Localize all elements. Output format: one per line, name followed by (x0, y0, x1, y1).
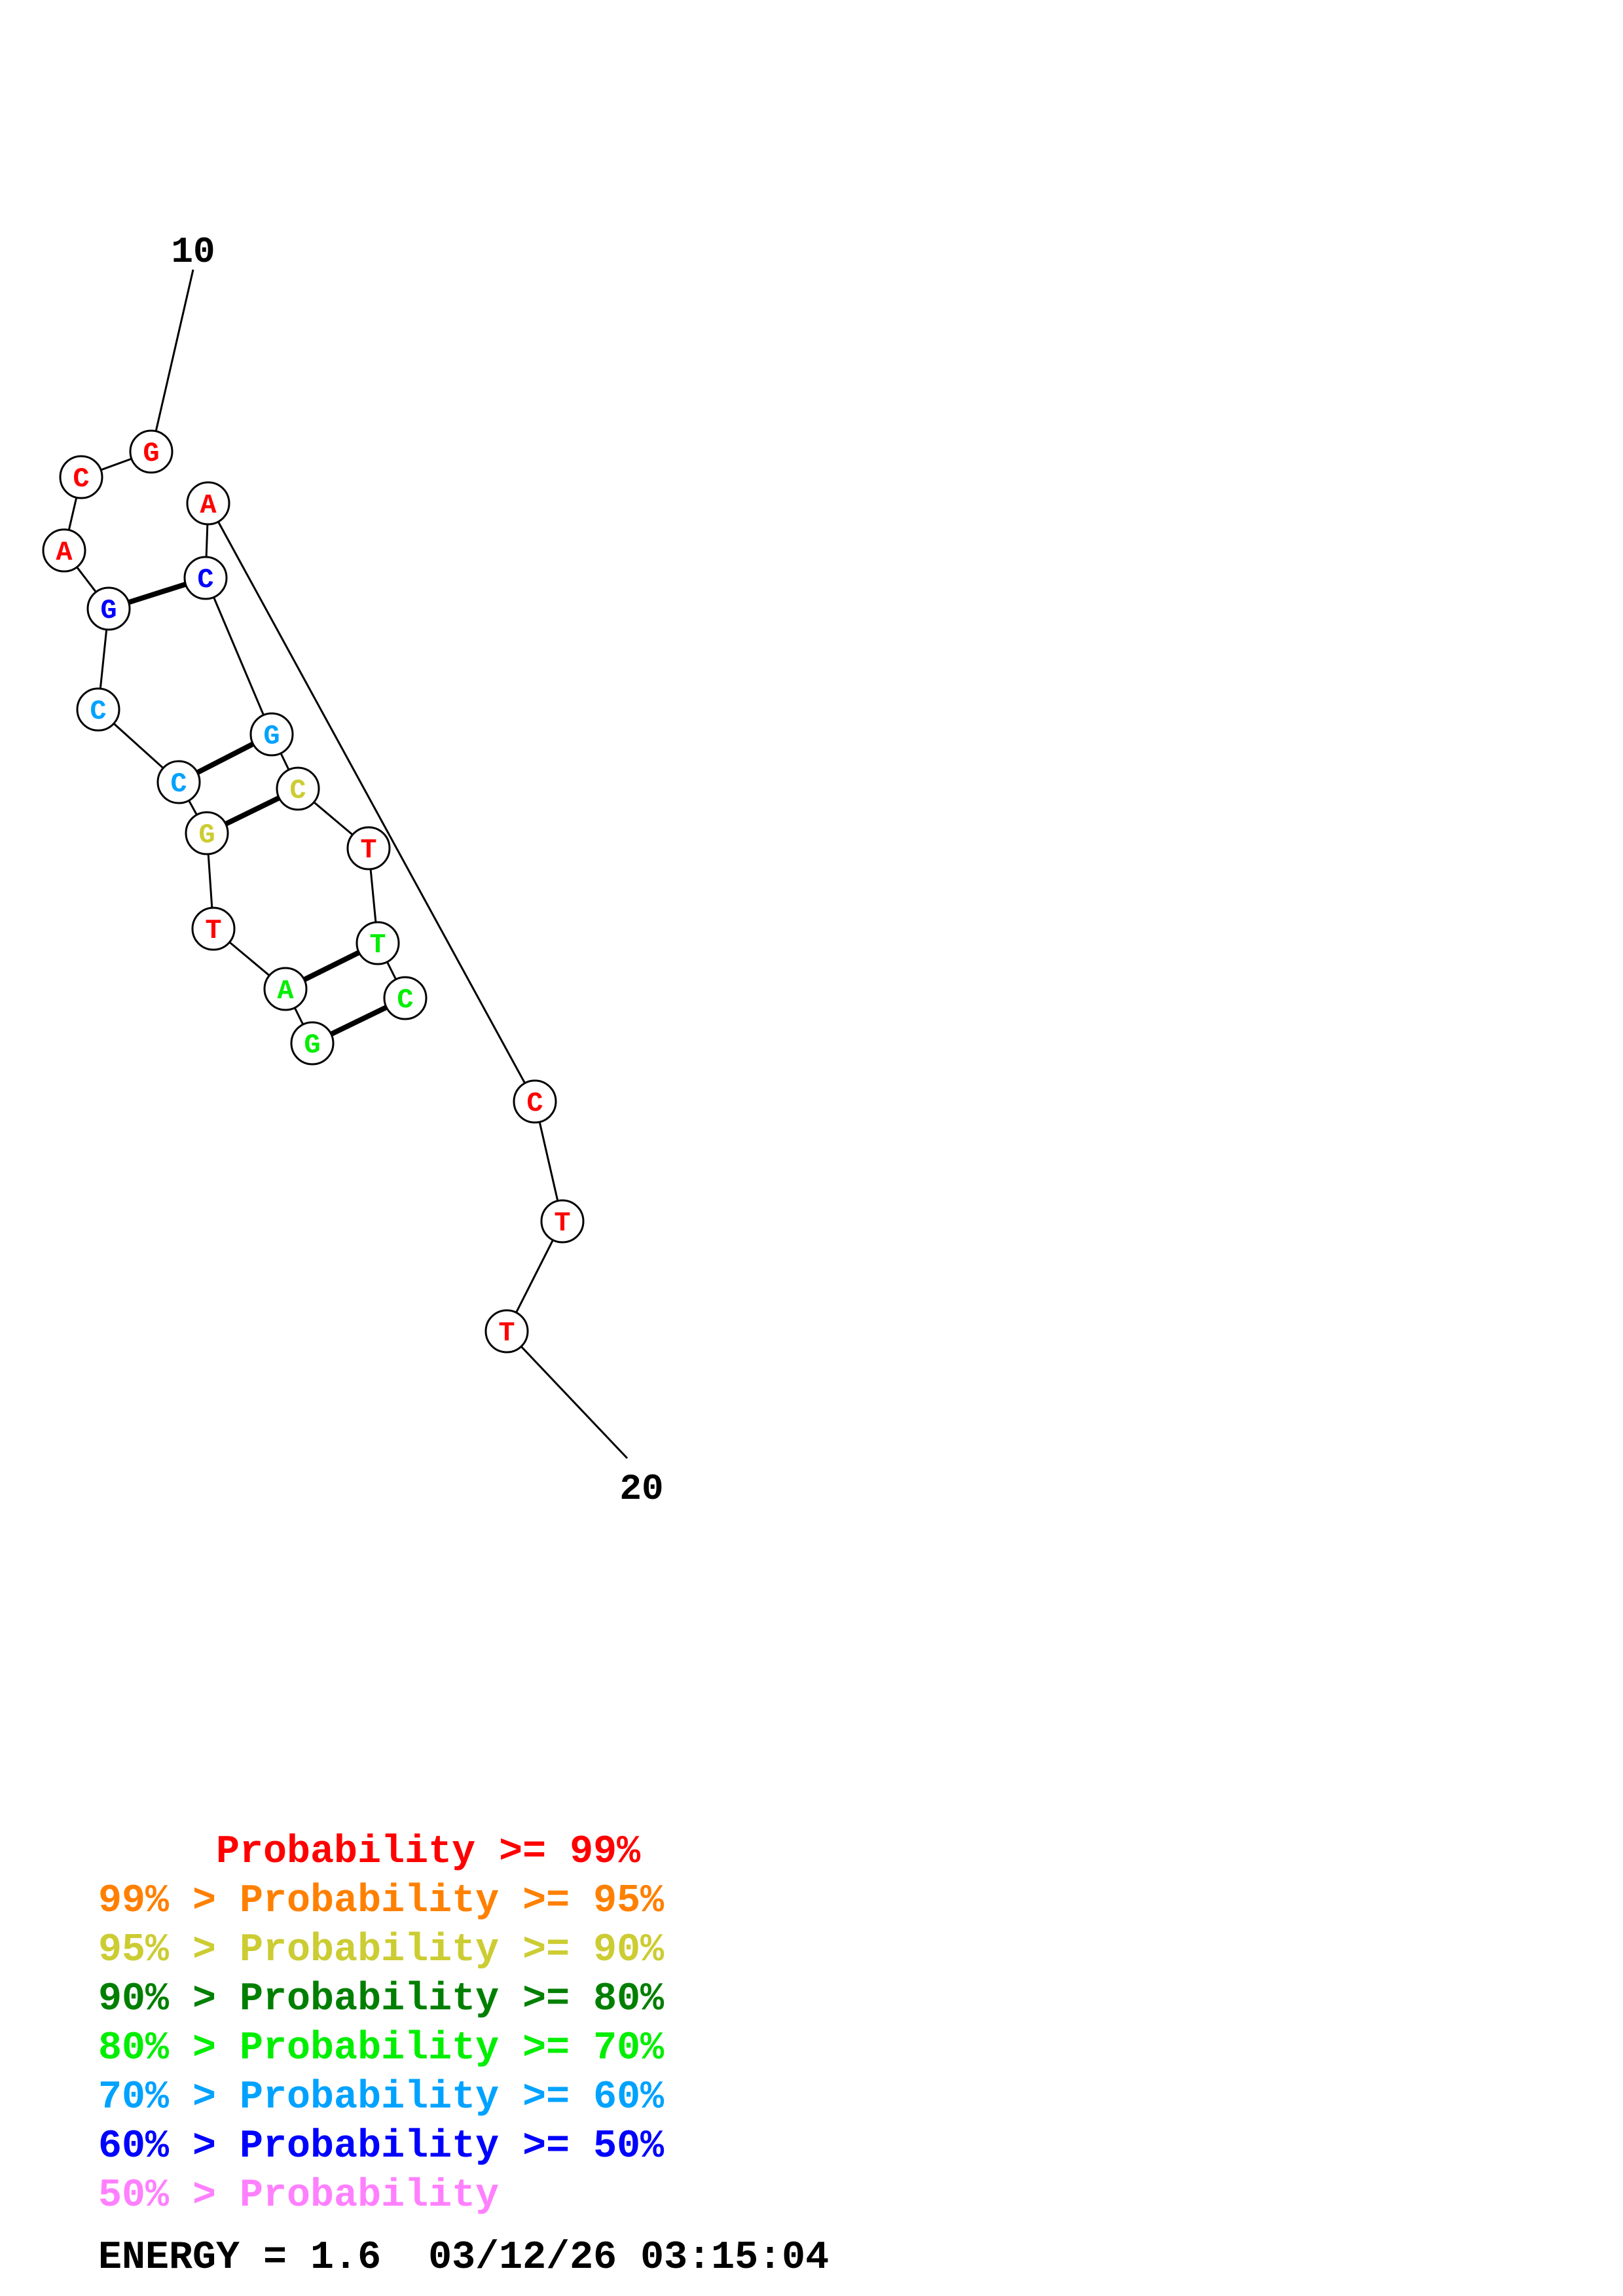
legend-entry: 95% > Probability >= 90% (98, 1928, 665, 1973)
nucleotide-circle (86, 586, 131, 631)
end-position-label: 20 (619, 1468, 663, 1510)
nucleotide: G (249, 712, 294, 757)
nucleotide: T (540, 1199, 585, 1244)
nucleotide: C (183, 556, 228, 600)
nucleotide-circle (276, 766, 320, 811)
nucleotide-circle (263, 967, 308, 1011)
nucleotide: A (186, 481, 230, 526)
start-position-label: 10 (171, 231, 215, 273)
nucleotide-base: C (170, 768, 187, 800)
nucleotide: T (484, 1309, 529, 1354)
nucleotide-circle (183, 556, 228, 600)
nucleotide-circle (191, 906, 236, 951)
legend-entry: 99% > Probability >= 95% (98, 1879, 665, 1924)
timestamp: 03/12/26 03:15:04 (428, 2236, 830, 2280)
nucleotide-base: C (73, 463, 89, 495)
nucleotide-circle (540, 1199, 585, 1244)
nucleotide-circle (76, 687, 120, 732)
nucleotide-circle (42, 528, 86, 573)
nucleotide-base: G (143, 438, 159, 469)
nucleotide-circle (513, 1079, 557, 1124)
nucleotide: G (129, 429, 173, 474)
nucleotide-circle (383, 976, 428, 1020)
nucleotide: C (383, 976, 428, 1020)
legend-entry: 80% > Probability >= 70% (98, 2026, 665, 2071)
nucleotide-base: T (554, 1208, 570, 1239)
nucleotide-circle (249, 712, 294, 757)
legend-entry: 90% > Probability >= 80% (98, 1977, 665, 2022)
nucleotide-circle (484, 1309, 529, 1354)
nucleotide: C (156, 760, 201, 804)
nucleotide-base: C (397, 984, 413, 1016)
nucleotide-base: C (90, 696, 106, 727)
nucleotide: C (513, 1079, 557, 1124)
nucleotide-circle (186, 481, 230, 526)
nucleotide-circle (356, 921, 400, 965)
legend-entry: 60% > Probability >= 50% (98, 2125, 665, 2169)
nucleotide-circle (59, 455, 103, 499)
nucleotide-base: G (100, 595, 117, 626)
nucleotide: T (191, 906, 236, 951)
nucleotide-base: G (198, 819, 215, 851)
nucleotide-base: C (526, 1088, 543, 1119)
nucleotide: G (86, 586, 131, 631)
energy-footer: ENERGY = 1.6 03/12/26 03:15:04 (98, 2238, 829, 2278)
nucleotide-circle (156, 760, 201, 804)
legend-entry: 70% > Probability >= 60% (98, 2075, 665, 2120)
base-pairs (107, 575, 407, 1046)
nucleotide-base: A (56, 537, 73, 568)
legend-entry: 50% > Probability (98, 2174, 500, 2218)
nucleotide-base: C (197, 564, 213, 596)
nucleotide: A (42, 528, 86, 573)
nucleotide: C (276, 766, 320, 811)
nucleotide-base: G (304, 1030, 320, 1061)
nucleotide-base: T (360, 834, 376, 866)
nucleotide-base: T (205, 915, 221, 946)
backbone-segment (207, 503, 536, 1102)
nucleotide: G (185, 811, 229, 855)
nucleotide: G (290, 1021, 335, 1066)
nucleotide-circle (290, 1021, 335, 1066)
backbone-segment (150, 269, 194, 452)
nucleotide-base: T (498, 1318, 515, 1349)
nucleotide-base: A (277, 975, 294, 1007)
energy-value: ENERGY = 1.6 (98, 2236, 382, 2280)
nucleotide: T (346, 826, 391, 870)
nucleotide: C (76, 687, 120, 732)
backbone-segment (204, 577, 273, 735)
nucleotide-circle (346, 826, 391, 870)
nucleotide-circle (129, 429, 173, 474)
nucleotide-base: C (289, 775, 306, 806)
nucleotide: A (263, 967, 308, 1011)
nucleotide-base: G (263, 721, 280, 752)
nucleotide-circle (185, 811, 229, 855)
nucleotide-base: T (369, 929, 386, 961)
nucleotide-base: A (200, 490, 217, 521)
nucleotide: C (59, 455, 103, 499)
legend-entry: Probability >= 99% (98, 1830, 641, 1874)
backbone-segment (505, 1330, 629, 1460)
nucleotide: T (356, 921, 400, 965)
